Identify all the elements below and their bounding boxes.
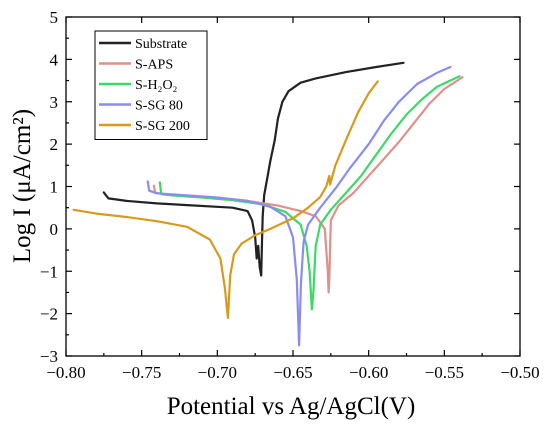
series-line-0	[102, 61, 405, 277]
y-tick-label: 0	[50, 220, 59, 239]
series-line-4	[72, 80, 379, 319]
y-tick-label: 5	[50, 8, 59, 27]
x-tick-label: −0.55	[425, 363, 464, 382]
legend-label: S-H₂O₂	[135, 78, 178, 93]
y-tick-label: 2	[50, 135, 59, 154]
x-axis-title: Potential vs Ag/AgCl(V)	[167, 393, 416, 420]
legend-label: Substrate	[135, 37, 187, 52]
x-tick-label: −0.75	[122, 363, 161, 382]
y-tick-label: 4	[50, 50, 59, 69]
series-line-3	[146, 65, 452, 347]
y-tick-label: 3	[50, 93, 59, 112]
x-tick-label: −0.80	[46, 363, 85, 382]
x-tick-label: −0.65	[273, 363, 312, 382]
y-axis-title: Log I (μA/cm²)	[9, 109, 36, 263]
series-layer	[72, 61, 464, 347]
x-tick-label: −0.70	[198, 363, 237, 382]
y-tick-label: −3	[40, 347, 58, 366]
legend: Substrate S-APS S-H₂O₂ S-SG 80 S-SG 200	[94, 30, 208, 140]
y-tick-label: −1	[40, 262, 58, 281]
legend-label: S-SG 200	[135, 119, 190, 134]
y-tick-label: −2	[40, 305, 58, 324]
legend-label: S-APS	[135, 58, 173, 73]
legend-label: S-SG 80	[135, 99, 183, 114]
axes: −0.80 −0.75 −0.70 −0.65 −0.60 −0.55 −0.50 −3 −2 −…	[40, 8, 540, 382]
x-tick-label: −0.60	[349, 363, 388, 382]
x-tick-label: −0.50	[500, 363, 539, 382]
y-tick-label: 1	[50, 178, 59, 197]
series-line-2	[158, 75, 461, 311]
